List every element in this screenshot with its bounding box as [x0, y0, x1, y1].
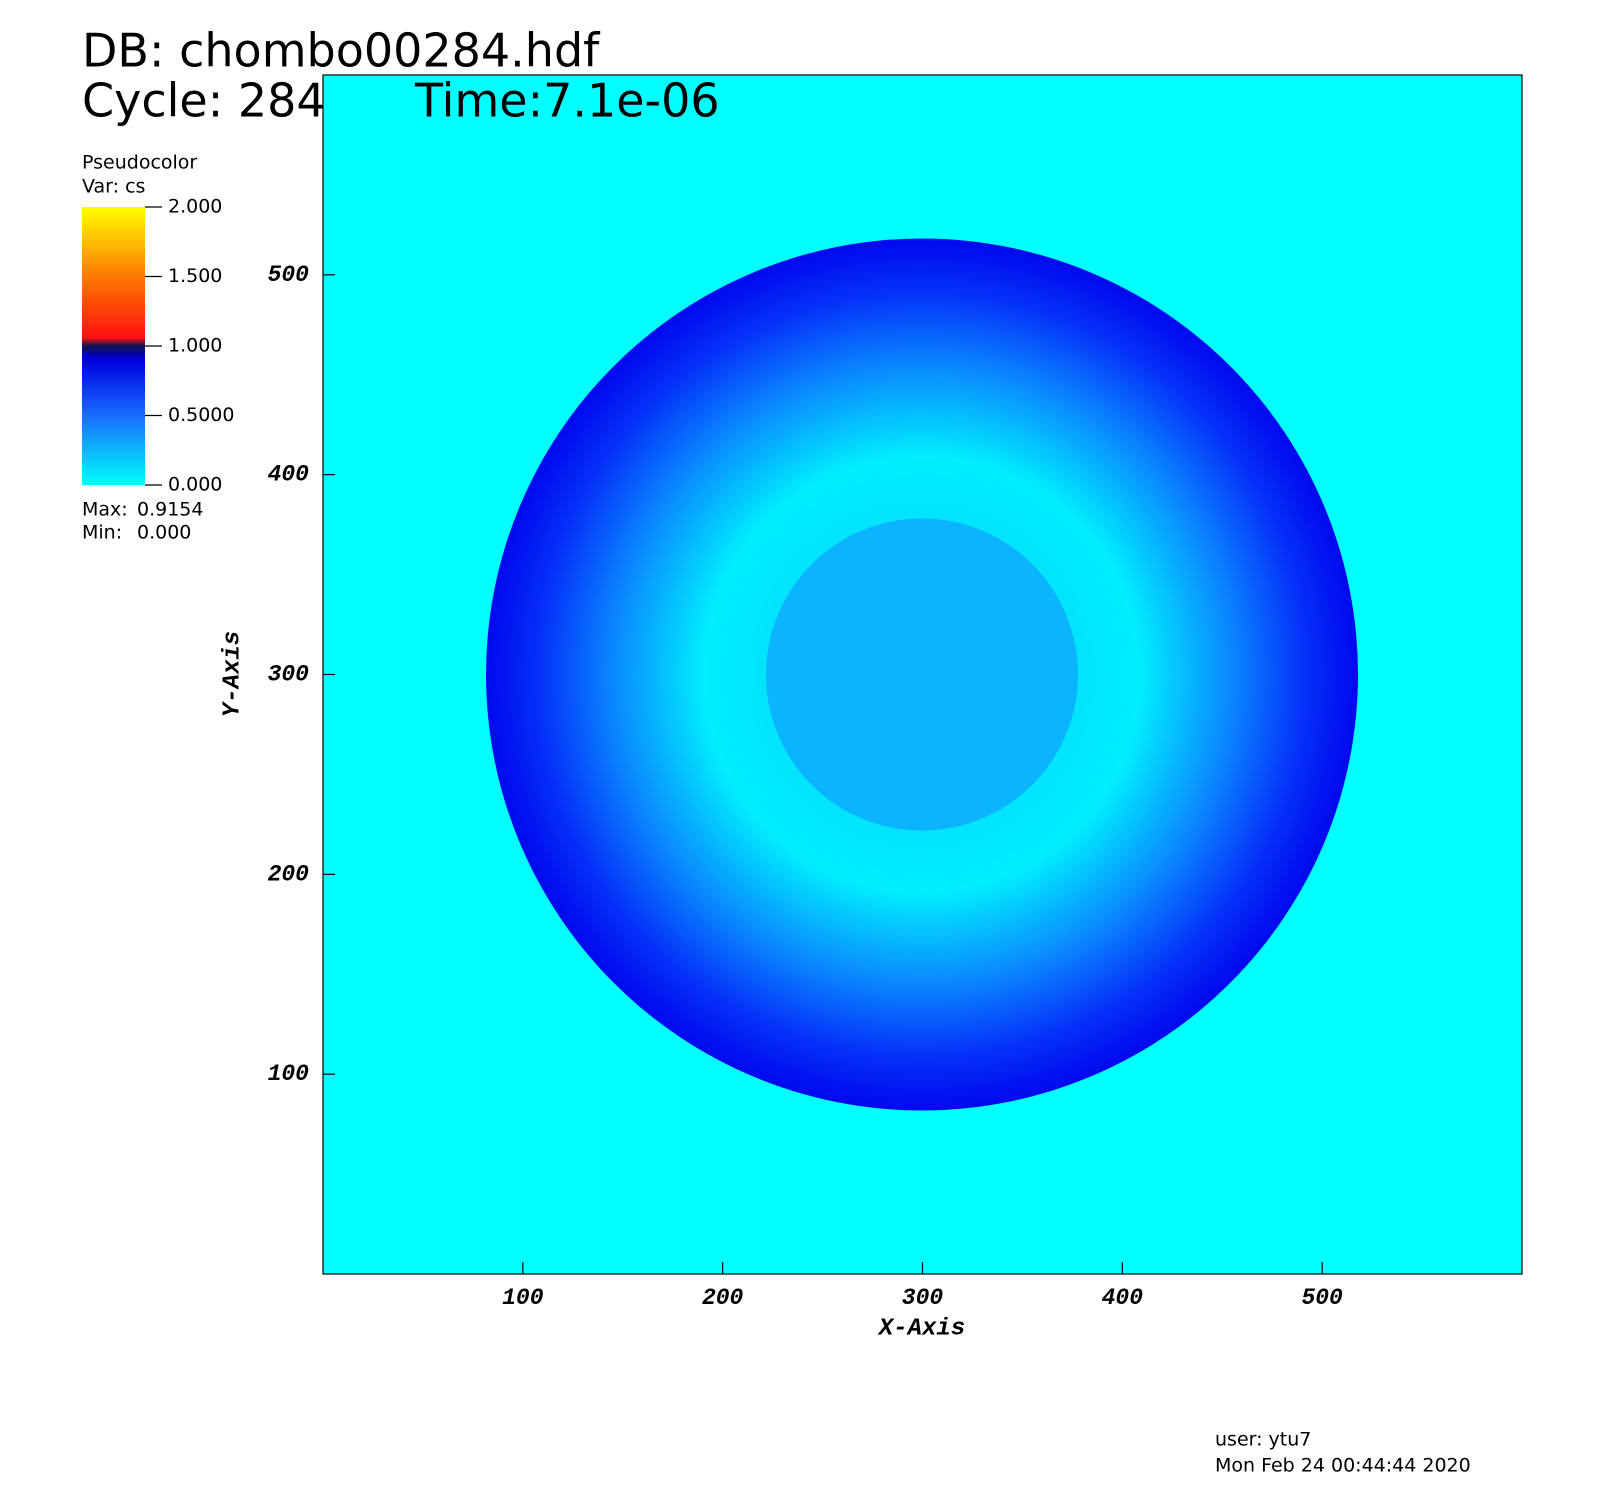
min-value: 0.000 [137, 522, 191, 544]
x-tick-label: 300 [902, 1285, 944, 1311]
colorbar-tick-label: 1.000 [168, 335, 222, 357]
colorbar-tick-label: 0.000 [168, 474, 222, 496]
y-tick-label: 500 [268, 262, 310, 288]
max-label: Max: [82, 499, 128, 521]
cycle: Cycle: 284 [82, 74, 326, 128]
colorbar-tick-label: 1.500 [168, 265, 222, 287]
x-axis-title: X-Axis [877, 1315, 965, 1342]
y-tick-label: 400 [268, 462, 310, 488]
date: Mon Feb 24 00:44:44 2020 [1215, 1455, 1471, 1477]
title: DB: chombo00284.hdf [82, 24, 601, 78]
x-tick-label: 200 [702, 1285, 744, 1311]
colorbar-title: Pseudocolor [82, 152, 197, 174]
y-tick-label: 200 [268, 861, 310, 887]
core [766, 518, 1078, 831]
x-tick-label: 100 [502, 1285, 544, 1311]
y-tick-label: 100 [268, 1061, 310, 1087]
colorbar-tick-label: 2.000 [168, 196, 222, 218]
max-value: 0.9154 [137, 499, 203, 521]
x-tick-label: 400 [1102, 1285, 1144, 1311]
field [323, 75, 1522, 1274]
x-tick-label: 500 [1301, 1285, 1343, 1311]
colorbar-tick-label: 0.5000 [168, 404, 234, 426]
y-tick-label: 300 [268, 662, 310, 688]
colorbar [82, 207, 145, 485]
colorbar-variable: Var: cs [82, 176, 145, 198]
min-label: Min: [82, 522, 122, 544]
time: Time:7.1e-06 [414, 74, 720, 128]
user: user: ytu7 [1215, 1429, 1311, 1451]
y-axis-title: Y-Axis [219, 631, 246, 717]
